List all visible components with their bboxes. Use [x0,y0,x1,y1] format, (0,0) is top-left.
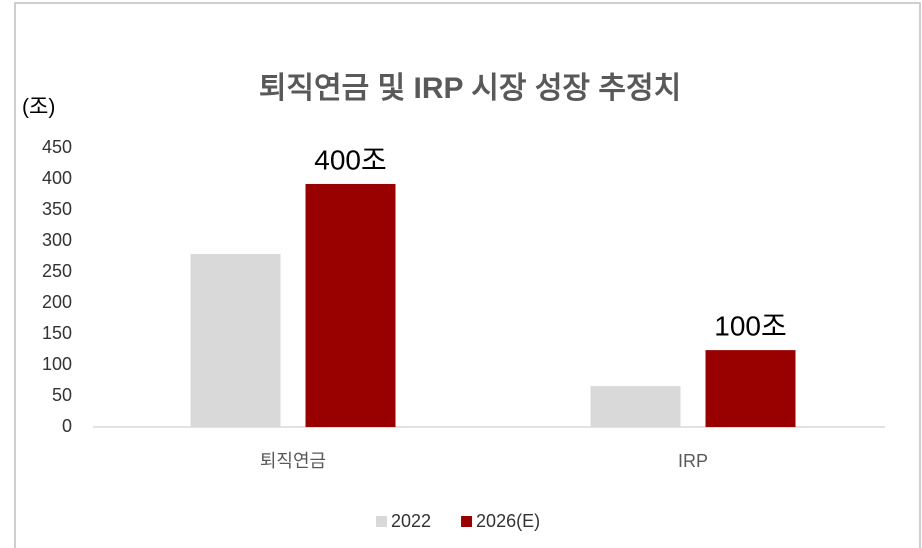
x-tick-label: IRP [678,451,708,471]
bar [305,183,396,427]
y-tick-label: 100 [42,354,72,374]
chart-title: 퇴직연금 및 IRP 시장 성장 추정치 [259,72,681,105]
bar [190,254,281,427]
y-tick-label: 250 [42,261,72,281]
annotation: 400조 [314,144,386,175]
y-axis-label: (조) [22,96,55,119]
y-tick-label: 150 [42,323,72,343]
legend-swatch [461,516,473,527]
y-tick-label: 50 [52,385,72,405]
legend-label: 2022 [391,511,431,531]
y-tick-label: 450 [42,137,72,157]
y-tick-label: 400 [42,168,72,188]
legend-label: 2026(E) [476,511,540,531]
y-tick-label: 350 [42,199,72,219]
legend-swatch [376,516,387,527]
bar [590,386,681,427]
chart-frame [14,2,921,548]
y-tick-label: 300 [42,230,72,250]
bar [705,350,796,427]
x-tick-label: 퇴직연금 [260,451,326,471]
y-tick-label: 200 [42,292,72,312]
y-tick-label: 0 [62,416,72,436]
annotation: 100조 [714,311,786,342]
